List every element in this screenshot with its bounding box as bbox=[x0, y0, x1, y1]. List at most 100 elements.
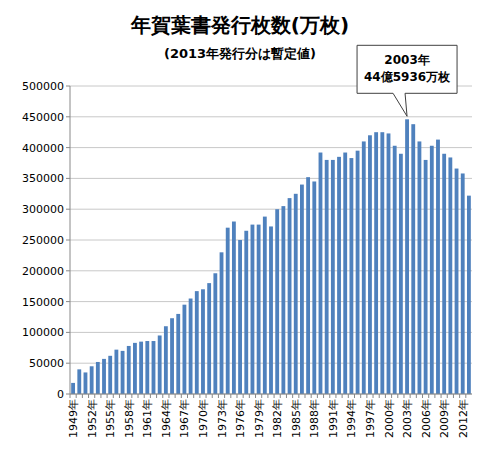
y-tick-label: 450000 bbox=[22, 111, 64, 124]
x-tick-label: 1955年 bbox=[104, 399, 117, 438]
y-axis bbox=[70, 86, 71, 394]
chart: 年賀葉書発行枚数(万枚)(2013年発行分は暫定値)05000010000015… bbox=[0, 0, 483, 453]
x-tick bbox=[335, 394, 336, 398]
bar bbox=[380, 132, 384, 394]
x-tick bbox=[261, 394, 262, 398]
x-tick bbox=[107, 394, 108, 398]
bar bbox=[356, 151, 360, 394]
x-tick-label: 1997年 bbox=[364, 399, 377, 438]
y-tick-label: 0 bbox=[57, 388, 64, 401]
x-tick bbox=[397, 394, 398, 398]
x-tick-label: 2006年 bbox=[420, 399, 433, 438]
bar bbox=[213, 273, 217, 394]
x-tick bbox=[348, 394, 349, 398]
x-tick bbox=[193, 394, 194, 398]
x-tick bbox=[236, 394, 237, 398]
y-tick-label: 250000 bbox=[22, 234, 64, 247]
x-tick bbox=[243, 394, 244, 398]
x-tick bbox=[255, 394, 256, 398]
x-tick-label: 1964年 bbox=[160, 399, 173, 438]
y-tick-label: 150000 bbox=[22, 296, 64, 309]
x-tick bbox=[422, 394, 423, 398]
x-axis bbox=[70, 394, 472, 395]
y-tick bbox=[66, 116, 70, 117]
x-tick bbox=[323, 394, 324, 398]
x-tick-label: 1979年 bbox=[253, 399, 266, 438]
y-tick bbox=[66, 394, 70, 395]
x-tick-label: 1988年 bbox=[308, 399, 321, 438]
bar bbox=[418, 141, 422, 394]
x-tick-label: 1982年 bbox=[271, 399, 284, 438]
y-tick bbox=[66, 86, 70, 87]
subtitle: (2013年発行分は暫定値) bbox=[164, 46, 316, 61]
x-tick bbox=[119, 394, 120, 398]
bar bbox=[145, 341, 149, 394]
x-tick bbox=[212, 394, 213, 398]
bar bbox=[189, 299, 193, 394]
bar bbox=[442, 154, 446, 394]
bar bbox=[362, 141, 366, 394]
bar bbox=[399, 154, 403, 394]
x-tick bbox=[428, 394, 429, 398]
y-tick bbox=[66, 209, 70, 210]
x-tick bbox=[379, 394, 380, 398]
x-tick bbox=[416, 394, 417, 398]
title: 年賀葉書発行枚数(万枚) bbox=[130, 13, 349, 37]
bar bbox=[170, 318, 174, 394]
x-tick bbox=[224, 394, 225, 398]
x-tick-label: 1985年 bbox=[290, 399, 303, 438]
x-tick bbox=[230, 394, 231, 398]
x-tick-label: 2012年 bbox=[457, 399, 470, 438]
x-tick bbox=[76, 394, 77, 398]
bar bbox=[84, 372, 88, 394]
x-tick bbox=[434, 394, 435, 398]
bar bbox=[176, 314, 180, 394]
bar bbox=[251, 225, 255, 394]
x-tick-label: 1958年 bbox=[123, 399, 136, 438]
bar bbox=[158, 335, 162, 394]
x-tick bbox=[441, 394, 442, 398]
x-tick-label: 1994年 bbox=[345, 399, 358, 438]
y-tick bbox=[66, 240, 70, 241]
x-tick-label: 1973年 bbox=[216, 399, 229, 438]
bar bbox=[436, 140, 440, 394]
bar bbox=[114, 350, 118, 394]
bar bbox=[461, 173, 465, 394]
x-tick bbox=[447, 394, 448, 398]
x-tick-label: 2003年 bbox=[401, 399, 414, 438]
x-tick bbox=[175, 394, 176, 398]
x-tick bbox=[292, 394, 293, 398]
x-tick bbox=[187, 394, 188, 398]
bar bbox=[294, 194, 298, 394]
bar bbox=[387, 133, 391, 394]
x-tick bbox=[206, 394, 207, 398]
x-tick bbox=[181, 394, 182, 398]
bar bbox=[281, 206, 285, 394]
bar bbox=[288, 198, 292, 394]
x-tick bbox=[366, 394, 367, 398]
x-tick bbox=[131, 394, 132, 398]
bar bbox=[300, 185, 304, 394]
y-tick-label: 500000 bbox=[22, 80, 64, 93]
bar bbox=[448, 157, 452, 394]
bar bbox=[182, 305, 186, 394]
bar bbox=[226, 228, 230, 394]
x-tick bbox=[88, 394, 89, 398]
x-tick bbox=[305, 394, 306, 398]
x-tick bbox=[360, 394, 361, 398]
x-tick bbox=[391, 394, 392, 398]
y-tick bbox=[66, 363, 70, 364]
bar bbox=[108, 356, 112, 394]
y-tick bbox=[66, 332, 70, 333]
bar bbox=[325, 160, 329, 394]
y-tick-label: 100000 bbox=[22, 326, 64, 339]
bar bbox=[121, 351, 125, 394]
x-tick bbox=[354, 394, 355, 398]
x-tick bbox=[162, 394, 163, 398]
x-tick-label: 1976年 bbox=[234, 399, 247, 438]
bar bbox=[306, 177, 310, 394]
x-tick bbox=[342, 394, 343, 398]
bar bbox=[263, 217, 267, 394]
bar bbox=[90, 366, 94, 394]
y-tick-label: 350000 bbox=[22, 172, 64, 185]
